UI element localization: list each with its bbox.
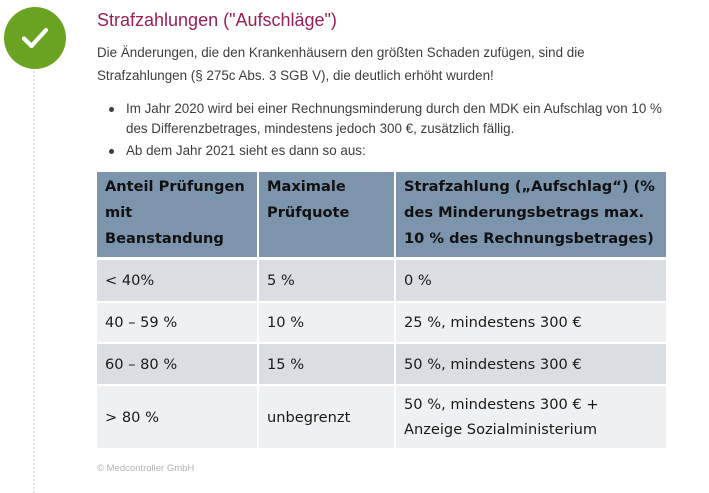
table-cell: 10 %	[258, 302, 396, 344]
table-cell: 15 %	[258, 343, 396, 386]
intro-paragraph: Die Änderungen, die den Krankenhäusern d…	[97, 45, 585, 83]
table-cell: 5 %	[258, 258, 396, 303]
bullet-text: Im Jahr 2020 wird bei einer Rechnungsmin…	[126, 101, 662, 136]
bullet-dot	[109, 149, 114, 154]
table-cell: 25 %, mindestens 300 €	[395, 302, 666, 344]
timeline-line	[33, 60, 35, 493]
table-cell: 60 – 80 %	[97, 343, 259, 386]
table-cell: 50 %, mindestens 300 € + Anzeige Sozialm…	[395, 385, 666, 450]
table-cell: 0 %	[395, 258, 666, 303]
table-cell: unbegrenzt	[258, 385, 396, 450]
checkmark-glyph	[21, 27, 49, 49]
table-cell: 50 %, mindestens 300 €	[395, 343, 666, 386]
table-row: 40 – 59 % 10 % 25 %, mindestens 300 €	[97, 302, 666, 344]
table-header-row: Anteil Prüfungen mit Beanstandung Maxima…	[97, 172, 666, 260]
bullet-list: Im Jahr 2020 wird bei einer Rechnungsmin…	[97, 99, 672, 161]
check-icon	[4, 7, 66, 69]
table-row: 60 – 80 % 15 % 50 %, mindestens 300 €	[97, 343, 666, 386]
column-header-quota: Maximale Prüfquote	[258, 172, 396, 260]
column-header-penalty: Strafzahlung („Aufschlag“) (% des Minder…	[395, 172, 666, 260]
table-row: < 40% 5 % 0 %	[97, 258, 666, 303]
penalty-table: Anteil Prüfungen mit Beanstandung Maxima…	[97, 172, 666, 450]
table-row: > 80 % unbegrenzt 50 %, mindestens 300 €…	[97, 385, 666, 450]
column-header-share: Anteil Prüfungen mit Beanstandung	[97, 172, 259, 260]
bullet-dot	[109, 107, 114, 112]
section-title: Strafzahlungen ("Aufschläge")	[97, 10, 337, 30]
list-item: Ab dem Jahr 2021 sieht es dann so aus:	[97, 141, 672, 161]
table-cell: > 80 %	[97, 385, 259, 450]
copyright-note: © Medcontroller GmbH	[97, 463, 195, 474]
table-cell: < 40%	[97, 258, 259, 303]
list-item: Im Jahr 2020 wird bei einer Rechnungsmin…	[97, 99, 672, 139]
bullet-text: Ab dem Jahr 2021 sieht es dann so aus:	[126, 143, 366, 158]
table-cell: 40 – 59 %	[97, 302, 259, 344]
